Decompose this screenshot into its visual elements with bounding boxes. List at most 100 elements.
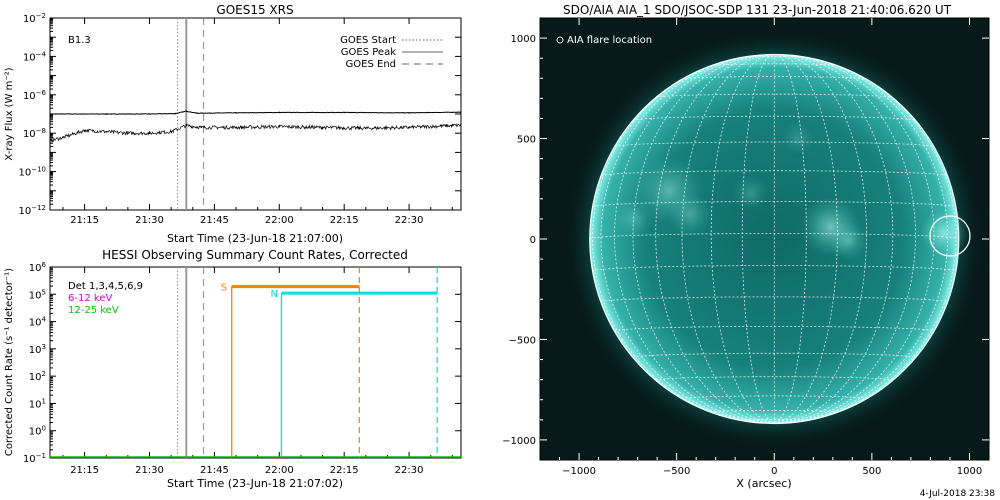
hessi-flag-n-label: N — [270, 289, 277, 300]
legend-goes-start: GOES Start — [340, 35, 396, 46]
aia-grid-longitude — [655, 54, 775, 424]
hessi-y-tick-label: 101 — [29, 397, 46, 410]
aia-flare-location-circle — [929, 215, 971, 257]
aia-x-tick-label: 0 — [771, 466, 777, 477]
goes-series-1-line — [50, 123, 461, 143]
hessi-x-tick-label: 21:45 — [200, 465, 229, 476]
aia-grid-latitude — [614, 141, 934, 147]
aia-y-axis: −1000 −500 0 500 1000 — [502, 34, 989, 447]
aia-grid-longitude — [600, 55, 775, 424]
goes-y-tick-label: 10−8 — [23, 127, 46, 140]
hessi-y-tick-label: 103 — [29, 343, 46, 356]
aia-grid-latitude — [655, 376, 894, 381]
hessi-x-axis: 21:15 21:30 21:45 22:00 22:15 22:30 — [62, 267, 453, 476]
aia-grid-longitude — [774, 54, 867, 424]
goes-x-axis-label: Start Time (23-Jun-18 21:07:00) — [167, 232, 343, 245]
hessi-x-tick-label: 22:00 — [265, 465, 294, 476]
aia-grid-longitude — [774, 54, 894, 424]
hessi-y-tick-label: 10−1 — [23, 452, 46, 465]
goes-x-tick-label: 22:15 — [330, 215, 359, 226]
aia-legend-marker — [556, 36, 564, 44]
legend-6-12-kev: 6-12 keV — [68, 293, 112, 304]
aia-grid-longitude — [741, 54, 775, 424]
goes-class-label: B1.3 — [68, 35, 91, 46]
aia-bright-region — [668, 192, 713, 237]
aia-y-tick-label: 500 — [517, 135, 536, 146]
aia-x-tick-label: −1000 — [562, 466, 596, 477]
goes-x-tick-label: 21:15 — [70, 215, 99, 226]
hessi-y-axis: 10−1 100 101 102 103 104 105 106 — [23, 261, 461, 465]
aia-bright-region — [781, 122, 814, 155]
goes-panel: GOES15 XRS 10−12 10−10 10−8 10−6 10−4 10−2 21… — [4, 3, 462, 245]
goes-y-axis: 10−12 10−10 10−8 10−6 10−4 10−2 — [18, 12, 461, 217]
goes-series-1-point — [83, 129, 86, 132]
hessi-x-tick-label: 22:30 — [395, 465, 424, 476]
legend-detectors: Det 1,3,4,5,6,9 — [68, 281, 143, 292]
footer-date: 4-Jul-2018 23:38 — [920, 489, 996, 499]
hessi-y-axis-label: Corrected Count Rate (s⁻¹ detector⁻¹) — [4, 268, 15, 456]
aia-y-tick-label: −500 — [509, 335, 536, 346]
hessi-x-axis-label: Start Time (23-Jun-18 21:07:02) — [167, 477, 343, 490]
aia-grid-longitude — [774, 54, 838, 424]
aia-solar-image — [563, 28, 985, 450]
goes-y-tick-label: 10−10 — [18, 166, 46, 179]
hessi-goes-lines — [177, 267, 205, 458]
aia-bright-region — [828, 221, 869, 262]
goes-series-1-point — [50, 140, 51, 142]
aia-x-tick-label: −500 — [663, 466, 690, 477]
goes-x-tick-label: 22:00 — [265, 215, 294, 226]
aia-grid-latitude — [681, 76, 867, 80]
aia-y-tick-label: 1000 — [511, 34, 536, 45]
aia-bright-region — [613, 198, 654, 239]
hessi-x-tick-label: 21:30 — [135, 465, 164, 476]
hessi-legend: Det 1,3,4,5,6,9 6-12 keV 12-25 keV — [68, 281, 143, 316]
hessi-title: HESSI Observing Summary Count Rates, Cor… — [102, 248, 408, 262]
legend-12-25-kev: 12-25 keV — [68, 305, 119, 316]
goes-x-axis: 21:15 21:30 21:45 22:00 22:15 22:30 — [62, 18, 453, 226]
hessi-flag-s-label: S — [221, 283, 227, 294]
goes-y-tick-label: 10−12 — [18, 204, 46, 217]
aia-grid-longitude — [774, 55, 949, 424]
aia-x-tick-label: 1000 — [957, 466, 982, 477]
aia-bright-region — [732, 174, 769, 211]
goes-title: GOES15 XRS — [216, 3, 293, 17]
aia-bright-region — [920, 208, 969, 257]
aia-x-tick-label: 500 — [862, 466, 881, 477]
goes-legend: GOES Start GOES Peak GOES End — [340, 35, 443, 70]
goes-y-tick-label: 10−6 — [23, 89, 47, 102]
goes-y-tick-label: 10−2 — [23, 12, 46, 25]
legend-goes-end: GOES End — [346, 59, 396, 70]
hessi-x-tick-label: 21:15 — [70, 465, 99, 476]
aia-grid-latitude — [632, 115, 916, 121]
goes-x-tick-label: 21:45 — [200, 215, 229, 226]
hessi-x-tick-label: 22:15 — [330, 465, 359, 476]
aia-grid-longitude — [592, 58, 775, 424]
aia-panel: SDO/AIA AIA_1 SDO/JSOC-SDP 131 23-Jun-20… — [502, 3, 990, 490]
aia-title: SDO/AIA AIA_1 SDO/JSOC-SDP 131 23-Jun-20… — [563, 3, 952, 17]
aia-x-axis: −1000 −500 0 500 1000 — [559, 18, 982, 477]
aia-y-tick-label: −1000 — [502, 436, 536, 447]
goes-series — [50, 110, 461, 143]
aia-grid-longitude — [710, 54, 775, 424]
hessi-y-tick-label: 106 — [29, 261, 47, 274]
aia-legend-label: AIA flare location — [567, 35, 652, 46]
aia-x-axis-label: X (arcsec) — [736, 477, 791, 490]
aia-y-tick-label: 0 — [530, 235, 536, 246]
aia-grid-latitude — [632, 352, 916, 358]
goes-y-tick-label: 10−4 — [23, 50, 47, 63]
goes-event-lines — [177, 18, 205, 210]
hessi-panel: HESSI Observing Summary Count Rates, Cor… — [4, 248, 462, 490]
goes-x-tick-label: 22:30 — [395, 215, 424, 226]
goes-y-axis-label: X-ray Flux (W m⁻²) — [4, 67, 15, 160]
goes-x-tick-label: 21:30 — [135, 215, 164, 226]
hessi-y-tick-label: 105 — [29, 288, 46, 301]
goes-series-0-line — [50, 110, 461, 115]
aia-limb — [589, 53, 960, 425]
aia-grid-latitude — [600, 296, 948, 303]
hessi-y-tick-label: 102 — [29, 370, 46, 383]
aia-grid-latitude — [592, 265, 957, 272]
hessi-y-tick-label: 104 — [29, 316, 47, 329]
aia-grid-longitude — [774, 58, 957, 424]
hessi-y-tick-label: 100 — [29, 425, 46, 438]
hessi-plot-frame — [49, 266, 462, 459]
